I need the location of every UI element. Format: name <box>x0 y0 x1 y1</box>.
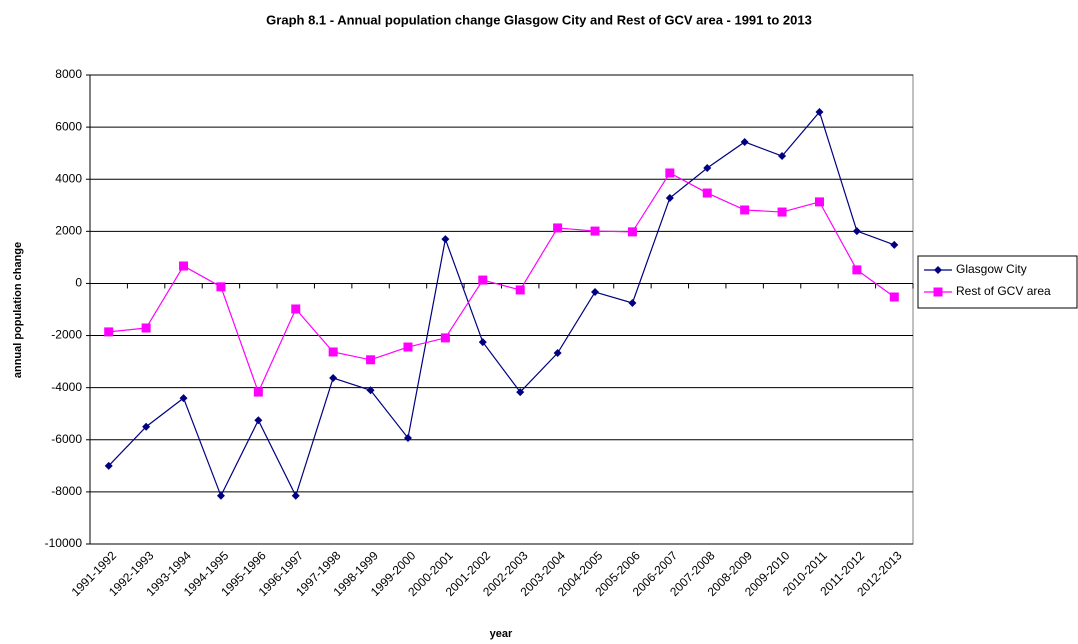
marker <box>291 304 301 314</box>
y-tick-label: -10000 <box>45 536 83 550</box>
x-axis-title: year <box>490 628 513 640</box>
marker <box>777 207 787 217</box>
chart-title: Graph 8.1 - Annual population change Gla… <box>266 12 812 27</box>
marker <box>366 386 375 395</box>
marker <box>665 168 675 178</box>
marker <box>516 388 525 397</box>
marker <box>591 288 600 297</box>
marker <box>740 137 749 146</box>
marker <box>142 422 151 431</box>
marker <box>216 491 225 500</box>
plot-area <box>89 74 914 545</box>
marker <box>366 355 376 365</box>
legend-label: Rest of GCV area <box>956 284 1051 298</box>
marker <box>179 261 189 271</box>
marker <box>890 240 899 249</box>
marker <box>440 333 450 343</box>
marker <box>179 394 188 403</box>
series-line <box>108 110 895 498</box>
marker <box>253 387 263 397</box>
y-tick-label: 2000 <box>55 224 82 238</box>
marker <box>590 226 600 236</box>
marker <box>703 164 712 173</box>
marker <box>933 287 943 297</box>
marker <box>216 282 226 292</box>
marker <box>815 107 824 116</box>
marker <box>329 374 338 383</box>
y-tick-label: -2000 <box>51 328 82 342</box>
marker <box>254 416 263 425</box>
marker <box>328 347 338 357</box>
marker <box>627 227 637 237</box>
marker <box>515 285 525 295</box>
marker <box>291 491 300 500</box>
marker <box>104 461 113 470</box>
marker <box>702 188 712 198</box>
marker <box>889 292 899 302</box>
marker <box>403 342 413 352</box>
marker <box>778 152 787 161</box>
marker <box>934 266 942 274</box>
series-line <box>108 172 895 394</box>
marker <box>441 235 450 244</box>
marker <box>628 298 637 307</box>
y-axis-title: annual population change <box>12 242 24 378</box>
y-tick-label: 8000 <box>55 67 82 81</box>
marker <box>814 197 824 207</box>
marker <box>740 205 750 215</box>
marker <box>478 338 487 347</box>
marker <box>141 323 151 333</box>
marker <box>665 193 674 202</box>
marker <box>478 275 488 285</box>
legend-box <box>917 255 1078 309</box>
marker <box>852 227 861 236</box>
y-tick-label: 0 <box>75 276 82 290</box>
legend-label: Glasgow City <box>956 262 1027 276</box>
y-tick-label: 4000 <box>55 171 82 185</box>
marker <box>852 265 862 275</box>
marker <box>104 327 114 337</box>
y-tick-label: -4000 <box>51 380 82 394</box>
y-tick-label: -8000 <box>51 484 82 498</box>
marker <box>553 349 562 358</box>
y-tick-label: 6000 <box>55 119 82 133</box>
marker <box>553 223 563 233</box>
marker <box>403 433 412 442</box>
y-tick-label: -6000 <box>51 432 82 446</box>
